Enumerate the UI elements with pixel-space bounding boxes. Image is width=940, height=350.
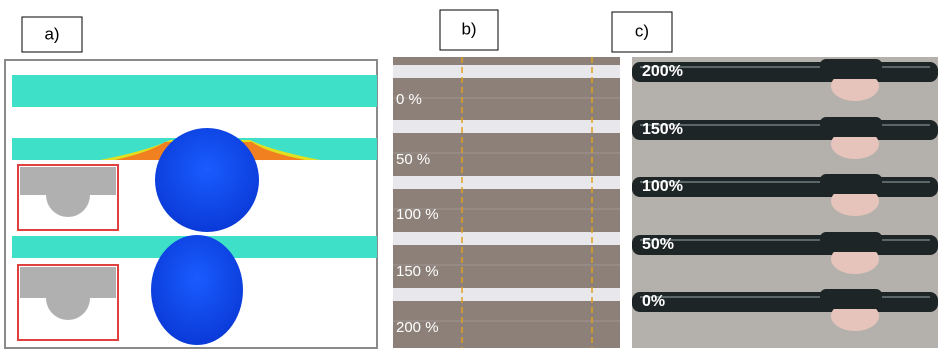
strain-label: 50 % (396, 151, 430, 168)
panel-label: a) (44, 24, 59, 43)
junction (820, 174, 882, 194)
panel-label: c) (635, 21, 649, 40)
cable-shine (640, 296, 930, 298)
film (393, 232, 620, 245)
strain-label: 150 % (396, 263, 439, 280)
film (393, 176, 620, 189)
strain-label: 0% (642, 293, 665, 310)
junction (820, 59, 882, 79)
panel-label: b) (461, 19, 476, 38)
strain-label: 100 % (396, 206, 439, 223)
cable-shine (640, 181, 930, 183)
cable-shine (640, 239, 930, 241)
panel-a-image (5, 60, 377, 348)
film (393, 288, 620, 301)
cable-shine (640, 124, 930, 126)
film (393, 120, 620, 133)
panel-c-image: 200% 150% 100% 50% 0% (632, 57, 938, 348)
cable-shine (640, 66, 930, 68)
strain-label: 200% (642, 63, 683, 80)
strain-label: 50% (642, 236, 674, 253)
cable (632, 292, 938, 312)
film (393, 65, 620, 78)
junction (820, 232, 882, 252)
strain-label: 100% (642, 178, 683, 195)
strain-label: 0 % (396, 91, 422, 108)
strain-label: 150% (642, 121, 683, 138)
junction (820, 117, 882, 137)
cable (632, 235, 938, 255)
panel-b-image: 0 % 50 % 100 % 150 % 200 % (393, 57, 620, 348)
figure: a) 0 % 50 % 100 % 150 % 200 % b) 200% 150% 100… (0, 0, 940, 350)
strain-label: 200 % (396, 319, 439, 336)
junction (820, 289, 882, 309)
